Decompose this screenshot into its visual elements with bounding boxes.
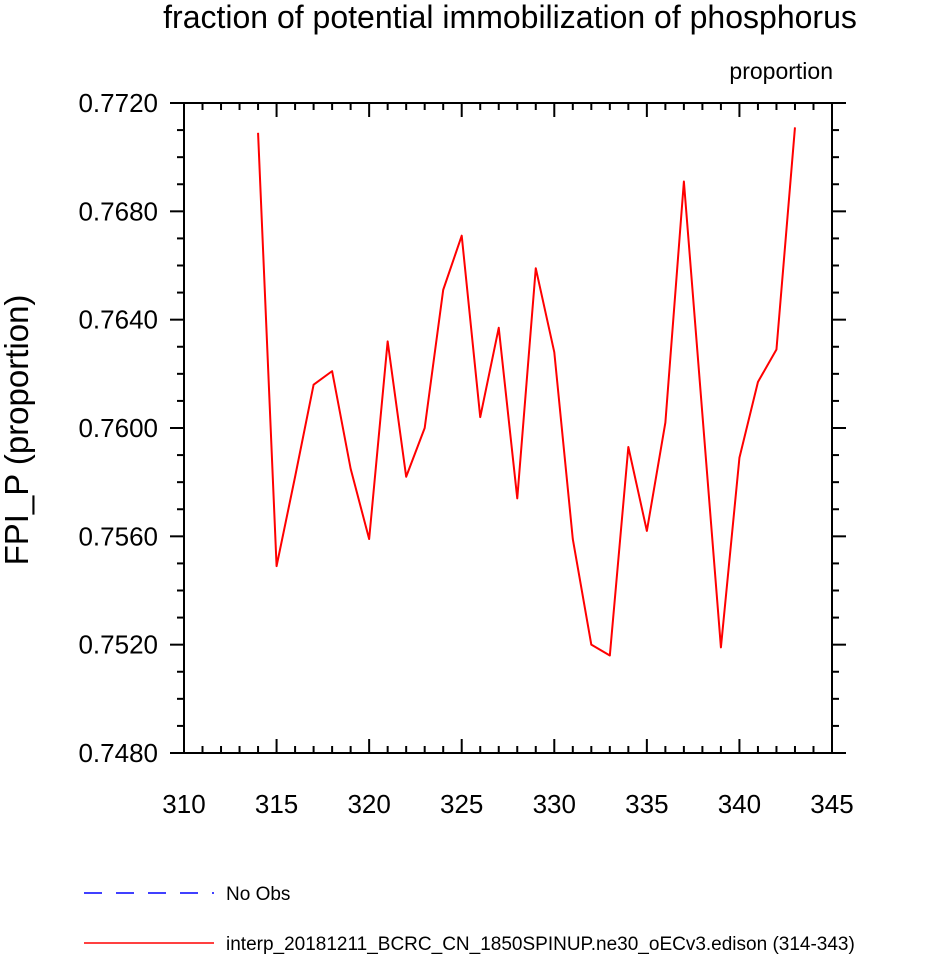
data-point [720,646,722,648]
data-point [683,181,685,183]
y-tick-label: 0.7560 [78,521,158,551]
data-point [775,348,777,350]
y-tick-label: 0.7720 [78,88,158,118]
x-tick-label: 345 [810,789,853,819]
series-line [257,127,796,657]
x-tick-labels: 310 315 320 325 330 335 340 345 [162,789,853,819]
x-tick-label: 320 [347,789,390,819]
legend: No Obs interp_20181211_BCRC_CN_1850SPINU… [84,884,855,955]
y-axis-label: FPI_P (proportion) [0,295,35,566]
x-tick-label: 335 [625,789,668,819]
data-point [276,565,278,567]
data-point [442,289,444,291]
x-tick-label: 315 [255,789,298,819]
legend-label-model: interp_20181211_BCRC_CN_1850SPINUP.ne30_… [226,934,855,955]
data-point [664,422,666,424]
x-tick-label: 330 [533,789,576,819]
data-point [553,351,555,353]
data-point [794,126,796,128]
y-tick-labels: 0.7480 0.7520 0.7560 0.7600 0.7640 0.7680 0.77… [78,88,158,768]
data-point [590,644,592,646]
x-tick-label: 340 [718,789,761,819]
chart-title: fraction of potential immobilization of … [163,0,857,35]
x-tick-label: 325 [440,789,483,819]
axis-ticks [170,102,846,754]
x-tick-label: 310 [162,789,205,819]
data-point [498,327,500,329]
legend-label-no-obs: No Obs [226,884,290,905]
plot-frame [183,102,833,754]
data-point [572,538,574,540]
data-point [257,132,259,134]
data-point [609,655,611,657]
y-tick-label: 0.7520 [78,630,158,660]
y-tick-label: 0.7600 [78,413,158,443]
data-point [646,530,648,532]
y-tick-label: 0.7480 [78,738,158,768]
data-point [479,416,481,418]
y-tick-label: 0.7680 [78,196,158,226]
data-point [368,538,370,540]
data-point [757,381,759,383]
y-tick-label: 0.7640 [78,305,158,335]
data-point [424,427,426,429]
data-point [405,476,407,478]
data-point [294,476,296,478]
data-point [461,235,463,237]
data-point [331,370,333,372]
data-point [535,267,537,269]
data-point [313,384,315,386]
data-point [387,340,389,342]
data-point [738,457,740,459]
data-point [350,468,352,470]
data-point [701,413,703,415]
data-point [516,497,518,499]
data-point [627,446,629,448]
units-label: proportion [729,58,833,84]
